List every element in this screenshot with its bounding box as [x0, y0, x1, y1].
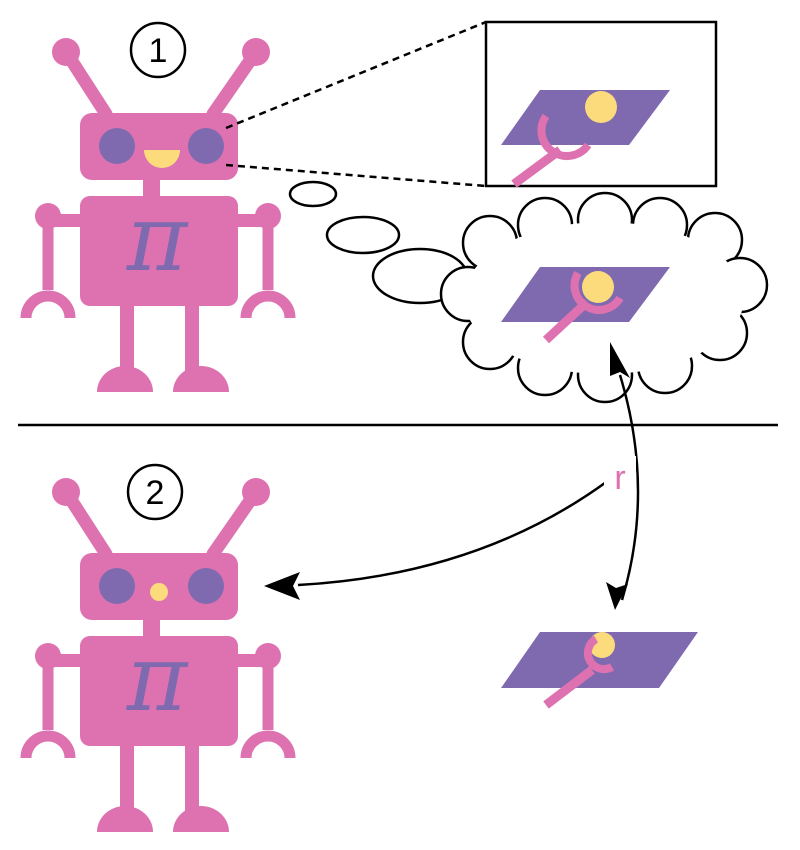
real-plate — [501, 632, 698, 688]
robot-1-pi-symbol: π — [126, 185, 189, 292]
step-1-number: 1 — [149, 32, 168, 70]
step-2-number: 2 — [146, 474, 165, 512]
reward-arrows: r — [264, 342, 640, 610]
robot-2-mouth-icon — [150, 583, 168, 601]
real-scene — [501, 632, 698, 709]
camera-view-box — [225, 20, 718, 188]
bubble-ball-icon — [582, 271, 614, 303]
thought-bubble — [288, 180, 769, 404]
panel-1: π 1 — [26, 20, 769, 404]
robot-2-pi-symbol: π — [126, 625, 189, 732]
robot-1: π — [26, 38, 290, 392]
view-ball-icon — [585, 91, 617, 123]
real-gripper-icon — [583, 635, 614, 674]
robot-1-smile-icon — [144, 150, 180, 168]
robot-2: π — [26, 478, 290, 832]
step-2-marker: 2 — [126, 463, 184, 521]
reward-label: r — [614, 459, 625, 497]
panel-2: π 2 r — [26, 342, 698, 832]
step-1-marker: 1 — [129, 21, 187, 79]
